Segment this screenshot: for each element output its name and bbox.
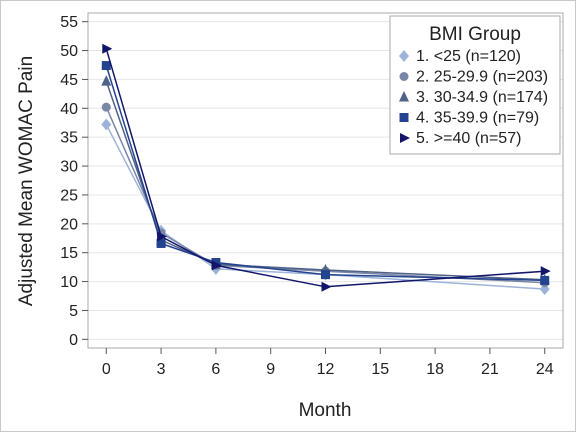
legend-label: 4. 35-39.9 (n=79) [416, 110, 539, 127]
legend-item: 4. 35-39.9 (n=79) [399, 110, 539, 127]
x-tick-label: 0 [102, 361, 111, 378]
y-tick-label: 10 [60, 274, 78, 291]
data-point [321, 281, 332, 292]
y-axis-label: Adjusted Mean WOMAC Pain [16, 56, 37, 306]
legend-label: 2. 25-29.9 (n=203) [416, 69, 548, 86]
y-tick-label: 15 [60, 245, 78, 262]
x-tick-label: 24 [536, 361, 554, 378]
x-tick-label: 6 [211, 361, 220, 378]
data-point [157, 231, 168, 242]
legend-item: 5. >=40 (n=57) [400, 130, 521, 147]
y-tick-label: 50 [60, 43, 78, 60]
y-tick-label: 55 [60, 14, 78, 31]
legend-item: 1. <25 (n=120) [399, 48, 521, 65]
legend-marker [399, 113, 409, 122]
data-point [101, 75, 112, 86]
legend-box [389, 15, 561, 155]
data-point [540, 275, 550, 285]
legend-marker [400, 133, 410, 143]
legend-item: 3. 30-34.9 (n=174) [399, 89, 548, 106]
legend-marker [399, 91, 409, 102]
legend-marker [399, 72, 409, 81]
legend-item: 2. 25-29.9 (n=203) [399, 69, 548, 86]
y-tick-label: 5 [69, 303, 78, 320]
data-point [101, 118, 112, 131]
x-tick-label: 12 [317, 361, 335, 378]
y-tick-label: 30 [60, 159, 78, 176]
y-tick-label: 40 [60, 101, 78, 118]
x-tick-label: 15 [371, 361, 389, 378]
x-tick-label: 9 [266, 361, 275, 378]
y-tick-label: 0 [69, 332, 78, 349]
data-point [102, 43, 113, 54]
y-tick-label: 35 [60, 130, 78, 147]
x-tick-label: 3 [157, 361, 166, 378]
y-tick-label: 25 [60, 187, 78, 204]
y-tick-label: 45 [60, 72, 78, 89]
series-group [102, 43, 551, 292]
x-tick-label: 21 [481, 361, 499, 378]
x-tick-label: 18 [426, 361, 444, 378]
legend-title: BMI Group [429, 24, 521, 45]
data-point [211, 260, 222, 271]
data-point [156, 238, 166, 248]
data-point [101, 61, 111, 71]
legend-label: 5. >=40 (n=57) [416, 130, 521, 147]
data-point [101, 102, 111, 112]
data-point [321, 270, 330, 280]
data-point [540, 266, 551, 277]
legend-label: 3. 30-34.9 (n=174) [416, 89, 548, 106]
x-axis-label: Month [299, 400, 352, 421]
legend-label: 1. <25 (n=120) [416, 48, 521, 65]
y-tick-label: 20 [60, 216, 78, 233]
legend-marker [399, 50, 409, 62]
